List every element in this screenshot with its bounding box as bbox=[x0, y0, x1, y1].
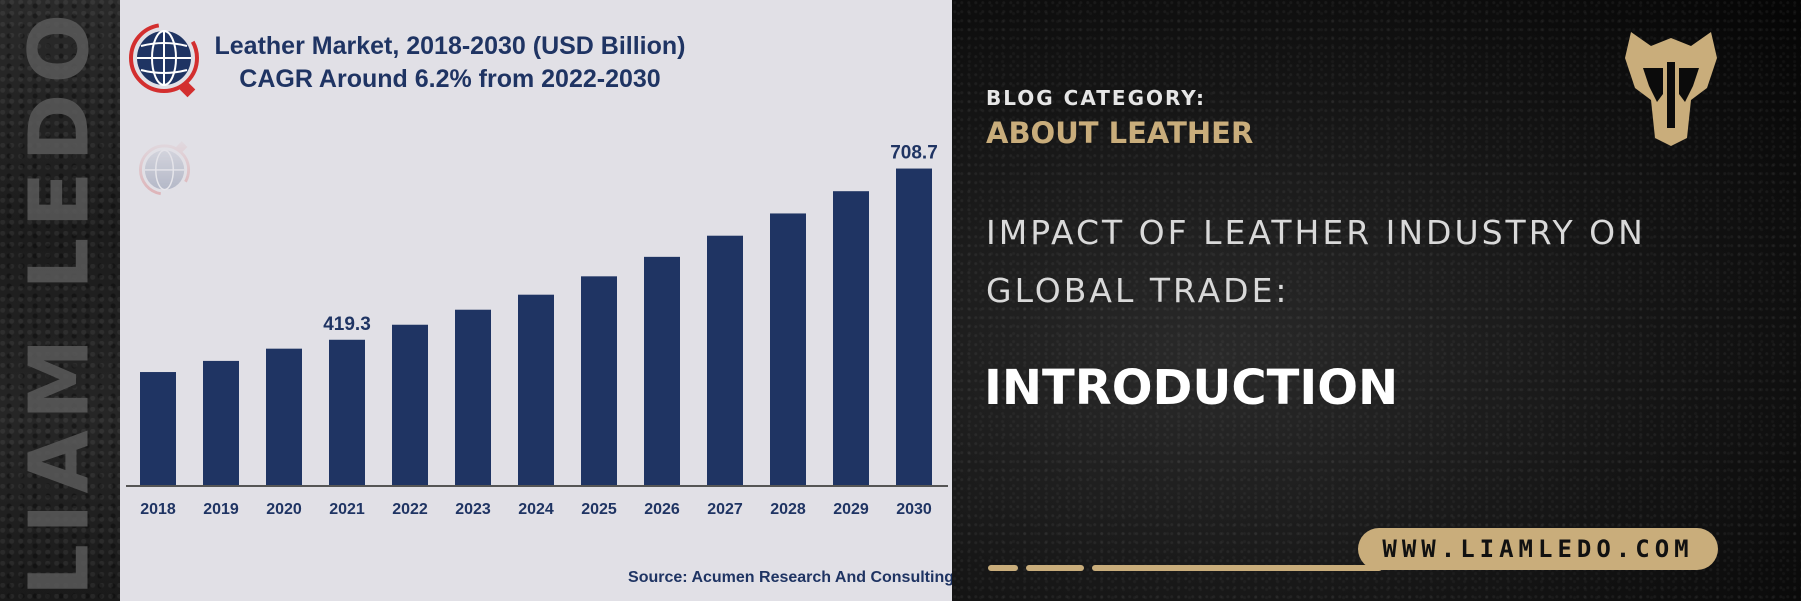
section-title: INTRODUCTION bbox=[984, 360, 1399, 416]
x-tick-label-2018: 2018 bbox=[140, 501, 176, 518]
bar-2029 bbox=[833, 191, 869, 485]
x-tick-label-2021: 2021 bbox=[329, 501, 365, 518]
decor-dash-2 bbox=[1026, 565, 1084, 571]
data-label-2030: 708.7 bbox=[890, 143, 938, 164]
blog-category-label: BLOG CATEGORY: bbox=[986, 86, 1207, 110]
x-tick-label-2028: 2028 bbox=[770, 501, 806, 518]
x-tick-label-2022: 2022 bbox=[392, 501, 428, 518]
chart-subtitle: CAGR Around 6.2% from 2022-2030 bbox=[239, 65, 661, 93]
vertical-brand-text: LIAM LEDO bbox=[12, 3, 108, 597]
bar-2030 bbox=[896, 168, 932, 486]
globe-logo-icon bbox=[129, 23, 199, 98]
bar-2027 bbox=[707, 235, 743, 485]
bar-2026 bbox=[644, 256, 680, 485]
x-tick-label-2023: 2023 bbox=[455, 501, 491, 518]
x-tick-label-2020: 2020 bbox=[266, 501, 302, 518]
bar-2023 bbox=[455, 309, 491, 485]
x-tick-label-2030: 2030 bbox=[896, 501, 932, 518]
bar-2020 bbox=[266, 348, 302, 485]
chart-title: Leather Market, 2018-2030 (USD Billion) bbox=[214, 32, 686, 60]
chart-panel: Leather Market, 2018-2030 (USD Billion) … bbox=[120, 0, 952, 601]
bar-2018 bbox=[140, 372, 176, 485]
helmet-logo-icon bbox=[1625, 32, 1717, 146]
headline-line-2: GLOBAL TRADE: bbox=[986, 271, 1290, 310]
blog-category-value: ABOUT LEATHER bbox=[986, 116, 1254, 150]
data-label-2021: 419.3 bbox=[323, 314, 371, 335]
bar-2022 bbox=[392, 324, 428, 485]
bar-2024 bbox=[518, 294, 554, 485]
x-tick-label-2027: 2027 bbox=[707, 501, 743, 518]
bar-2025 bbox=[581, 276, 617, 485]
decor-dash-3 bbox=[1092, 565, 1382, 571]
bar-2021 bbox=[329, 339, 365, 485]
x-tick-label-2019: 2019 bbox=[203, 501, 239, 518]
headline-line-1: IMPACT OF LEATHER INDUSTRY ON bbox=[986, 213, 1646, 252]
bar-2019 bbox=[203, 360, 239, 485]
bar-chart: 2018 2019 2020 2021 419.3 2022 2023 2024 2025 202… bbox=[126, 143, 948, 518]
x-tick-label-2025: 2025 bbox=[581, 501, 617, 518]
x-tick-label-2029: 2029 bbox=[833, 501, 869, 518]
chart-source: Source: Acumen Research And Consulting bbox=[628, 569, 952, 586]
globe-logo-reflection-icon bbox=[139, 141, 191, 196]
website-link[interactable]: WWW.LIAMLEDO.COM bbox=[1358, 528, 1718, 570]
decor-dash-1 bbox=[988, 565, 1018, 571]
x-tick-label-2026: 2026 bbox=[644, 501, 680, 518]
bar-2028 bbox=[770, 213, 806, 486]
left-leather-strip: LIAM LEDO bbox=[0, 0, 120, 601]
headline: IMPACT OF LEATHER INDUSTRY ON GLOBAL TRA… bbox=[986, 204, 1686, 320]
x-tick-label-2024: 2024 bbox=[518, 501, 554, 518]
right-panel: BLOG CATEGORY: ABOUT LEATHER IMPACT OF L… bbox=[952, 0, 1801, 601]
